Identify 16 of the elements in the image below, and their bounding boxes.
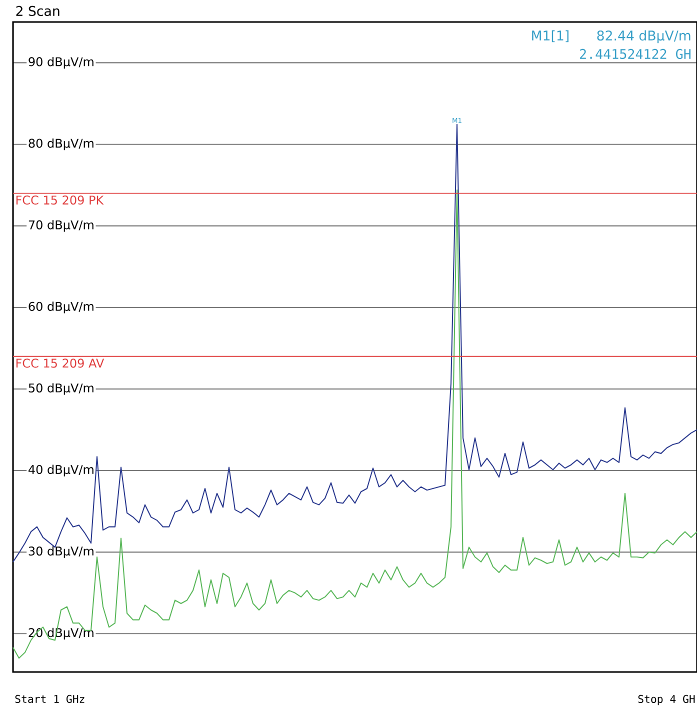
y-tick-label: 50 dBµV/m: [28, 383, 94, 395]
annotation: M1[1]: [532, 30, 568, 42]
y-tick-label: 70 dBµV/m: [28, 220, 94, 232]
y-tick-label: 30 dBµV/m: [28, 546, 94, 558]
annotation: 2.441524122 GH: [580, 48, 690, 60]
ref-line-label: FCC 15 209 PK: [16, 196, 104, 205]
annotation: 82.44 dBµV/m: [597, 30, 690, 44]
text: Start 1 GHz: [15, 694, 84, 703]
y-tick-label: 40 dBµV/m: [28, 464, 94, 476]
line-series: [12, 189, 697, 659]
y-tick-label: 80 dBµV/m: [28, 138, 94, 150]
chart-title: 2 Scan: [16, 6, 60, 16]
y-tick-label: 60 dBµV/m: [28, 302, 94, 314]
text: Stop 4 GH: [638, 694, 695, 706]
ref-line-label: FCC 15 209 AV: [16, 358, 104, 368]
y-tick-label: 90 dBµV/m: [28, 56, 94, 69]
